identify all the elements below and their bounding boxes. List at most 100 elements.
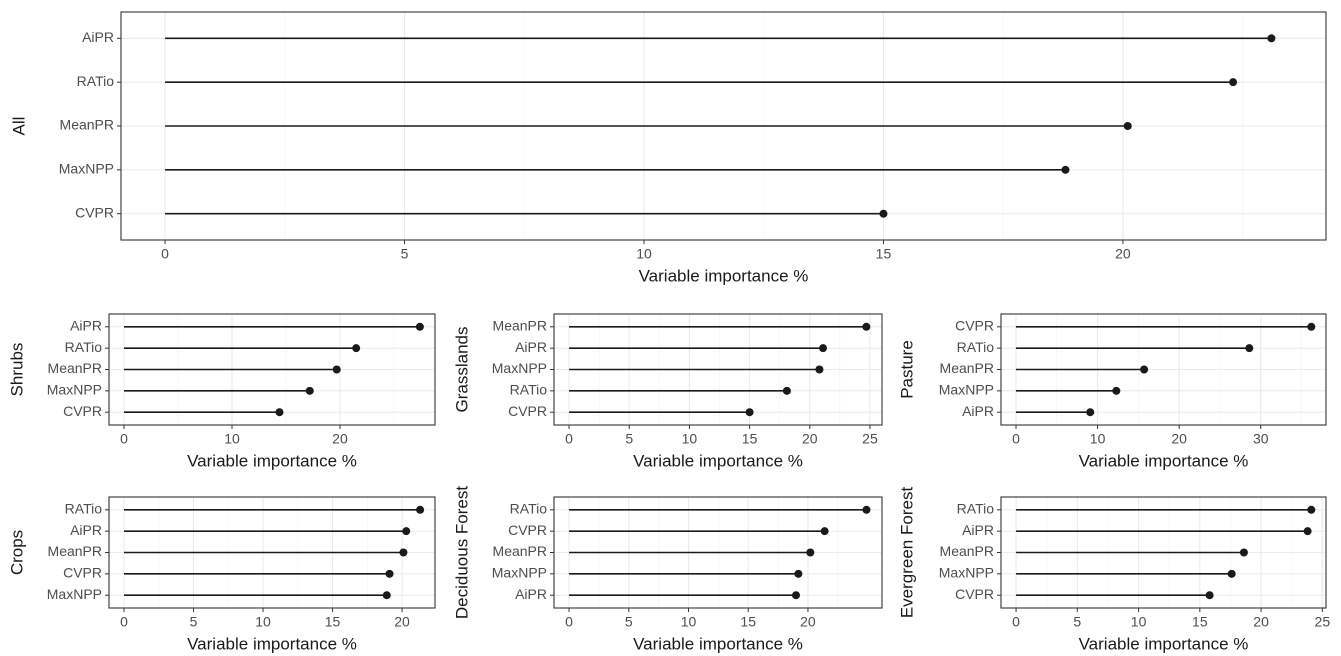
lollipop-dot (782, 386, 791, 395)
x-tick-label: 20 (332, 431, 348, 447)
y-tick-label: AiPR (70, 522, 102, 538)
x-tick-label: 5 (1073, 614, 1081, 630)
y-tick-label: MeanPR (48, 543, 102, 559)
x-tick-label: 15 (876, 246, 892, 262)
x-tick-label: 10 (682, 431, 698, 447)
lollipop-dot (1061, 165, 1070, 174)
x-axis-title: Variable importance % (633, 451, 803, 470)
x-tick-label: 15 (740, 614, 756, 630)
lollipop-dot (415, 322, 424, 331)
x-tick-label: 0 (565, 614, 573, 630)
x-tick-label: 5 (401, 246, 409, 262)
x-tick-label: 25 (862, 431, 878, 447)
y-tick-label: RATio (77, 73, 115, 89)
facet-label: Deciduous Forest (452, 486, 471, 620)
panel-border (1000, 313, 1327, 426)
lollipop-dot (352, 344, 361, 353)
lollipop-dot (1112, 386, 1121, 395)
lollipop-dot (1307, 505, 1316, 514)
x-tick-label: 10 (1090, 431, 1106, 447)
panel-border (553, 313, 883, 426)
x-tick-label: 0 (120, 614, 128, 630)
lollipop-dot (806, 548, 815, 557)
facet-label: Grasslands (452, 327, 471, 413)
lollipop-dot (862, 505, 871, 514)
x-tick-label: 10 (224, 431, 240, 447)
lollipop-dot (1239, 548, 1248, 557)
x-tick-label: 5 (625, 614, 633, 630)
lollipop-dot (791, 591, 800, 600)
facet-label: Shrubs (7, 343, 26, 397)
y-tick-label: MeanPR (940, 543, 994, 559)
facet-label: Evergreen Forest (897, 487, 916, 619)
x-tick-label: 20 (800, 614, 816, 630)
lollipop-dot (1227, 569, 1236, 578)
lollipop-dot (402, 527, 411, 536)
x-axis-title: Variable importance % (639, 266, 809, 285)
x-tick-label: 15 (325, 614, 341, 630)
y-tick-label: MeanPR (493, 543, 547, 559)
lollipop-dot (416, 505, 425, 514)
lollipop-dot (1303, 527, 1312, 536)
lollipop-dot (879, 209, 888, 218)
lollipop-dot (275, 408, 284, 417)
panel-border (108, 496, 436, 609)
x-tick-label: 0 (565, 431, 573, 447)
x-tick-label: 0 (161, 246, 169, 262)
x-tick-label: 25 (1315, 614, 1331, 630)
lollipop-dot (399, 548, 408, 557)
y-tick-label: MeanPR (493, 318, 547, 334)
lollipop-dot (305, 386, 314, 395)
y-tick-label: AiPR (82, 29, 114, 45)
x-axis-title: Variable importance % (1079, 634, 1249, 653)
y-tick-label: MaxNPP (47, 382, 102, 398)
x-axis-title: Variable importance % (187, 451, 357, 470)
y-tick-label: CVPR (955, 318, 994, 334)
x-tick-label: 10 (1131, 614, 1147, 630)
x-tick-label: 15 (1192, 614, 1208, 630)
lollipop-dot (1245, 344, 1254, 353)
panel-border (553, 496, 883, 609)
y-tick-label: RATio (510, 501, 548, 517)
lollipop-dot (820, 527, 829, 536)
lollipop-dot (1205, 591, 1214, 600)
y-tick-label: CVPR (955, 586, 994, 602)
lollipop-dot (385, 569, 394, 578)
lollipop-dot (1229, 78, 1238, 87)
x-tick-label: 15 (742, 431, 758, 447)
y-tick-label: AiPR (962, 522, 994, 538)
y-tick-label: CVPR (75, 204, 114, 220)
y-tick-label: RATio (957, 339, 995, 355)
y-tick-label: AiPR (515, 586, 547, 602)
y-tick-label: MaxNPP (492, 360, 547, 376)
lollipop-dot (815, 365, 824, 374)
facet-label: All (9, 117, 28, 136)
y-tick-label: RATio (65, 501, 103, 517)
y-tick-label: RATio (510, 382, 548, 398)
lollipop-dot (1307, 322, 1316, 331)
y-tick-label: MaxNPP (492, 565, 547, 581)
x-tick-label: 20 (394, 614, 410, 630)
x-tick-label: 0 (120, 431, 128, 447)
y-tick-label: AiPR (515, 339, 547, 355)
y-tick-label: MaxNPP (59, 161, 114, 177)
y-tick-label: CVPR (508, 403, 547, 419)
lollipop-dot (382, 591, 391, 600)
panel-border (108, 313, 436, 426)
y-tick-label: MaxNPP (939, 382, 994, 398)
y-tick-label: MaxNPP (47, 586, 102, 602)
y-tick-label: RATio (957, 501, 995, 517)
lollipop-dot (332, 365, 341, 374)
y-tick-label: MeanPR (48, 360, 102, 376)
lollipop-dot (819, 344, 828, 353)
x-tick-label: 20 (1253, 614, 1269, 630)
x-tick-label: 30 (1253, 431, 1269, 447)
x-tick-label: 10 (681, 614, 697, 630)
panel-border (120, 11, 1327, 241)
x-tick-label: 20 (802, 431, 818, 447)
lollipop-dot (1267, 34, 1276, 43)
x-tick-label: 10 (636, 246, 652, 262)
y-tick-label: MaxNPP (939, 565, 994, 581)
lollipop-dot (745, 408, 754, 417)
